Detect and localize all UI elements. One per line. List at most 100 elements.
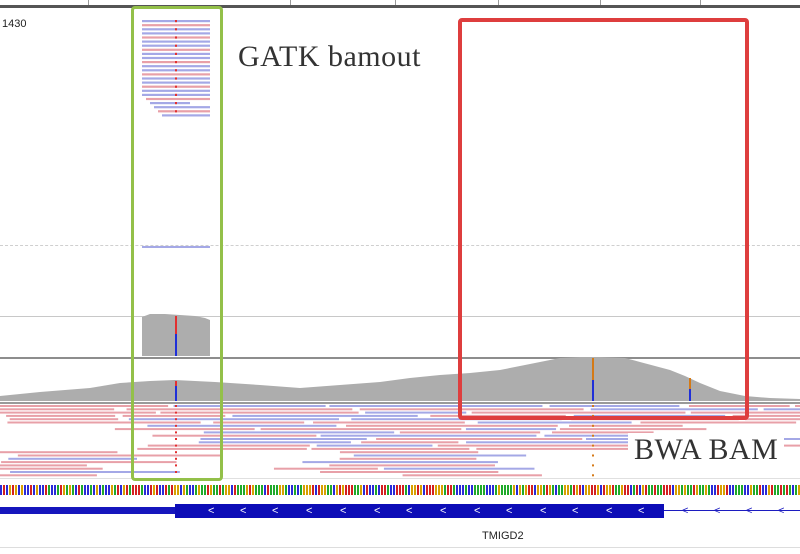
ruler-tick xyxy=(498,0,499,5)
reference-base xyxy=(270,485,272,495)
bwa-read-mismatch xyxy=(175,424,177,427)
reference-base xyxy=(612,485,614,495)
reference-base xyxy=(186,485,188,495)
reference-base xyxy=(615,485,617,495)
reference-base xyxy=(480,485,482,495)
reference-base xyxy=(144,485,146,495)
reference-base xyxy=(351,485,353,495)
reference-base xyxy=(567,485,569,495)
track-divider xyxy=(0,547,800,548)
reference-base xyxy=(375,485,377,495)
reference-base xyxy=(525,485,527,495)
reference-base xyxy=(39,485,41,495)
reference-base xyxy=(288,485,290,495)
reference-base xyxy=(750,485,752,495)
reference-base xyxy=(159,485,161,495)
bwa-read xyxy=(329,464,495,467)
bwa-read-mismatch xyxy=(592,424,594,427)
reference-base xyxy=(369,485,371,495)
reference-base xyxy=(75,485,77,495)
bwa-read-mismatch xyxy=(175,464,177,467)
bwa-read xyxy=(173,405,326,407)
reference-base xyxy=(519,485,521,495)
reference-base xyxy=(501,485,503,495)
reference-base xyxy=(48,485,50,495)
bwa-read xyxy=(0,464,87,467)
gatk-single-read xyxy=(142,246,210,248)
strand-arrow-icon: < xyxy=(272,505,279,517)
reference-base xyxy=(792,485,794,495)
gene-name-label[interactable]: TMIGD2 xyxy=(482,530,524,542)
reference-base xyxy=(423,485,425,495)
reference-base xyxy=(627,485,629,495)
bwa-read xyxy=(232,414,418,417)
reference-base xyxy=(360,485,362,495)
reference-base xyxy=(516,485,518,495)
bwa-read-mismatch xyxy=(175,405,177,407)
reference-base xyxy=(117,485,119,495)
reference-base xyxy=(27,485,29,495)
bwa-coverage xyxy=(0,357,800,401)
gatk-mismatch-red xyxy=(175,316,177,334)
track-divider-dashed xyxy=(0,245,800,246)
coverage-range-label: 1430 xyxy=(2,18,27,30)
strand-arrow-icon: < xyxy=(474,505,481,517)
bwa-read xyxy=(465,428,557,431)
reference-base xyxy=(294,485,296,495)
reference-base xyxy=(87,485,89,495)
reference-base xyxy=(30,485,32,495)
strand-arrow-icon: < xyxy=(606,505,613,517)
reference-base xyxy=(492,485,494,495)
reference-base xyxy=(726,485,728,495)
reference-base xyxy=(210,485,212,495)
ruler-line xyxy=(0,5,800,8)
reference-base xyxy=(261,485,263,495)
reference-base xyxy=(183,485,185,495)
reference-base xyxy=(315,485,317,495)
ruler-tick xyxy=(600,0,601,5)
reference-base xyxy=(660,485,662,495)
ruler-tick xyxy=(395,0,396,5)
gatk-read-mismatch xyxy=(175,20,177,23)
reference-base xyxy=(135,485,137,495)
sequence-track xyxy=(0,485,800,495)
bwa-read-mismatch xyxy=(592,434,594,437)
reference-base xyxy=(624,485,626,495)
gatk-read xyxy=(150,102,190,105)
reference-base xyxy=(285,485,287,495)
strand-arrow-icon: < xyxy=(778,505,785,517)
reference-base xyxy=(120,485,122,495)
reference-base xyxy=(522,485,524,495)
reference-base xyxy=(453,485,455,495)
gatk-coverage xyxy=(142,246,210,356)
ruler-tick xyxy=(290,0,291,5)
reference-base xyxy=(651,485,653,495)
reference-base xyxy=(252,485,254,495)
gatk-read-mismatch xyxy=(175,77,177,80)
reference-base xyxy=(153,485,155,495)
bwa-mismatch-blue xyxy=(689,389,691,401)
reference-base xyxy=(66,485,68,495)
bwa-read xyxy=(471,411,686,414)
reference-base xyxy=(171,485,173,495)
reference-base xyxy=(618,485,620,495)
gene-exon[interactable] xyxy=(175,504,664,518)
reference-base xyxy=(162,485,164,495)
bwa-read xyxy=(17,454,221,457)
bwa-read xyxy=(688,405,790,407)
reference-base xyxy=(732,485,734,495)
reference-base xyxy=(195,485,197,495)
reference-base xyxy=(180,485,182,495)
reference-base xyxy=(570,485,572,495)
reference-base xyxy=(450,485,452,495)
gatk-mismatch-blue xyxy=(175,334,177,356)
bwa-read xyxy=(313,421,465,424)
gatk-read xyxy=(146,97,210,101)
reference-base xyxy=(717,485,719,495)
bwa-read xyxy=(7,421,201,424)
reference-base xyxy=(669,485,671,495)
reference-base xyxy=(633,485,635,495)
reference-base xyxy=(105,485,107,495)
bwa-read-mismatch xyxy=(592,414,594,417)
bwa-read xyxy=(200,438,367,440)
